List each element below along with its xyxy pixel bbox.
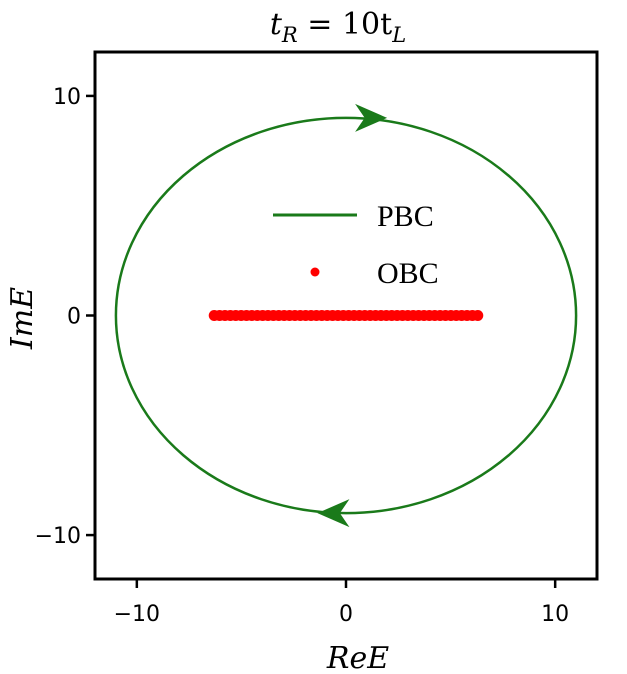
legend: PBC OBC	[273, 200, 439, 290]
pbc-curve	[114, 116, 578, 515]
x-tick-label: 0	[339, 602, 353, 627]
y-axis-label: ImE	[5, 287, 40, 350]
plot-layer	[114, 103, 578, 528]
legend-pbc-label: PBC	[377, 200, 434, 233]
title-mid: = 10t	[298, 7, 392, 42]
obc-point	[472, 310, 484, 321]
legend-obc-swatch	[310, 267, 320, 277]
title-sub-l: L	[391, 23, 406, 47]
pbc-arrow-left	[317, 499, 350, 528]
ticks-layer: −10 0 10 −10 0 10	[35, 85, 570, 627]
chart-title: tR = 10tL	[270, 7, 406, 47]
x-tick-label: 10	[541, 602, 569, 627]
title-sub-r: R	[281, 23, 298, 47]
x-axis-label: ReE	[326, 641, 389, 674]
legend-obc-label: OBC	[377, 257, 439, 290]
y-tick-label: 10	[53, 85, 81, 110]
x-tick-label: −10	[114, 602, 160, 627]
y-tick-label: 0	[67, 305, 81, 330]
title-main: t	[270, 7, 283, 42]
pbc-arrow-right	[355, 103, 388, 132]
y-tick-label: −10	[35, 524, 81, 549]
